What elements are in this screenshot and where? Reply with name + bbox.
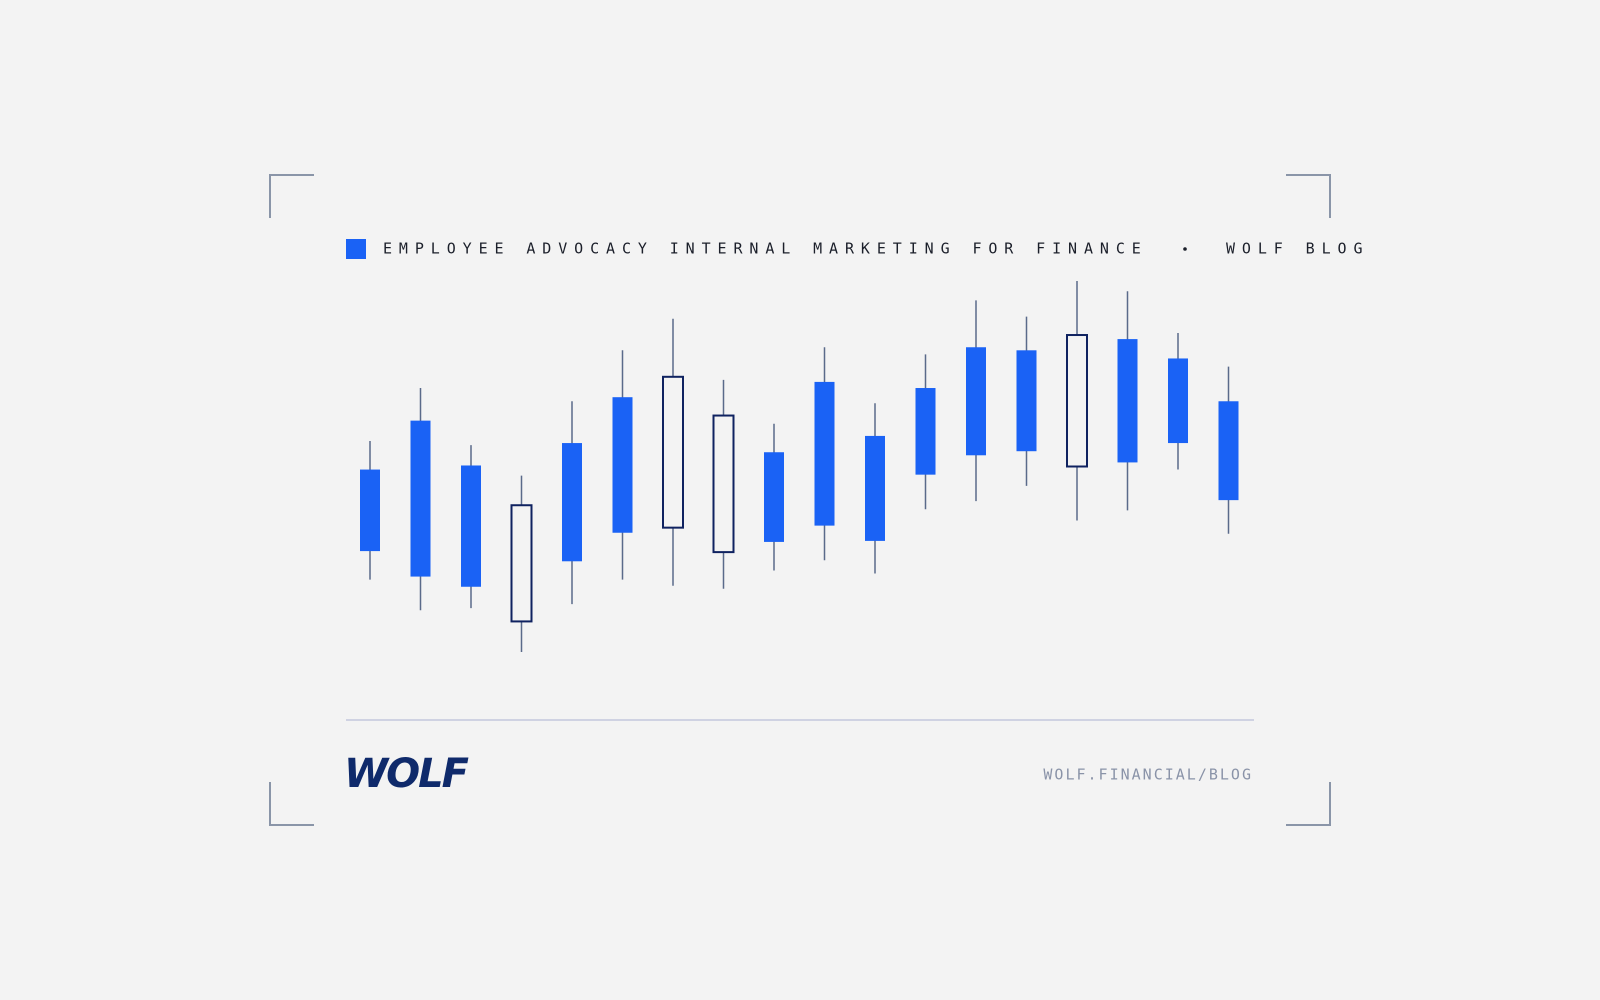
corner: [1286, 782, 1331, 826]
corner: [269, 782, 314, 826]
legend-swatch: [346, 239, 366, 259]
candle-body: [915, 388, 936, 475]
candle-body: [612, 397, 633, 533]
candle-body: [1218, 401, 1239, 501]
candle-body: [1016, 350, 1037, 452]
candle-body: [865, 435, 885, 541]
candle-body: [410, 420, 431, 577]
corner-brackets: [269, 174, 1331, 826]
candle-body: [966, 347, 986, 456]
chart-subtitle: WOLF BLOG: [1226, 240, 1369, 258]
candle-body: [1117, 339, 1138, 463]
logo: WOLF: [344, 751, 469, 797]
candle-body: [461, 465, 481, 587]
separator-dot: [1183, 247, 1187, 251]
candle-body: [662, 375, 684, 529]
candle-body: [712, 414, 735, 554]
url: WOLF.FINANCIAL/BLOG: [1043, 766, 1253, 784]
candle-body: [1066, 334, 1088, 468]
candle-body: [814, 381, 835, 526]
candle-body: [360, 469, 380, 552]
candle-body: [562, 443, 582, 562]
corner: [269, 174, 314, 218]
chart-title: EMPLOYEE ADVOCACY INTERNAL MARKETING FOR…: [383, 240, 1148, 258]
candle-body: [1168, 358, 1188, 444]
candle-body: [764, 452, 784, 542]
plot: [360, 281, 1239, 652]
corner: [1286, 174, 1331, 218]
candle-body: [510, 504, 533, 623]
